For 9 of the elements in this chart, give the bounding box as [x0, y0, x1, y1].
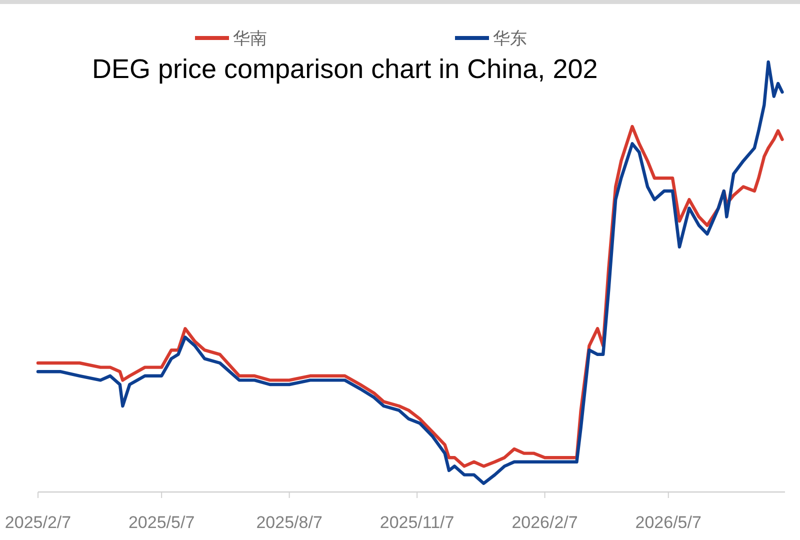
x-tick-label: 2025/11/7 — [380, 513, 454, 532]
x-tick-label: 2026/2/7 — [512, 513, 578, 532]
legend-label: 华南 — [233, 29, 267, 49]
x-tick-label: 2025/2/7 — [4, 513, 72, 532]
x-tick-label: 2025/5/7 — [128, 513, 195, 532]
chart-title: DEG price comparison chart in China, 202 — [92, 54, 598, 84]
x-tick-label: 2025/8/7 — [256, 513, 322, 532]
legend-label: 华东 — [493, 29, 527, 49]
x-tick-label: 2026/5/7 — [635, 513, 702, 532]
